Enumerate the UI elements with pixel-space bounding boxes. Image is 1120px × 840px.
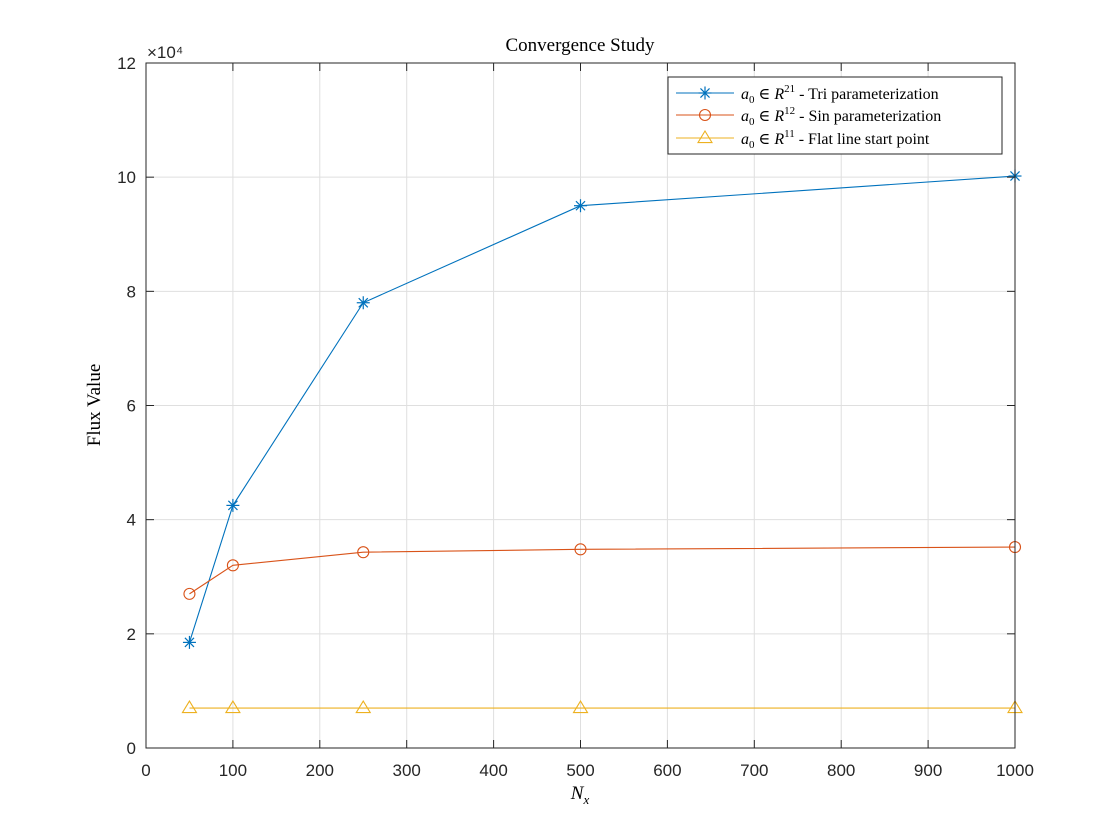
y-tick-label: 12 — [117, 54, 136, 73]
x-tick-label: 1000 — [996, 761, 1034, 780]
legend-symbol: a — [741, 86, 749, 103]
y-tick-label: 10 — [117, 168, 136, 187]
legend-set: R — [773, 131, 784, 148]
y-tick-label: 2 — [127, 625, 136, 644]
legend-superscript: 12 — [784, 105, 795, 117]
asterisk-stroke — [700, 88, 710, 98]
data-point — [356, 296, 370, 310]
ticks: 0 100 200 300 400 500 600 700 800 900 1000 0 2 4 6 8 10 1… — [117, 54, 1034, 780]
legend-superscript: 21 — [784, 83, 795, 95]
x-tick-label: 400 — [479, 761, 507, 780]
data-point — [181, 699, 198, 714]
legend-element-of: ∈ — [755, 86, 775, 103]
legend-label: a0 ∈ R21 - Tri parameterization — [741, 83, 939, 106]
y-axis-label: Flux Value — [84, 364, 105, 447]
legend-symbol: a — [741, 108, 749, 125]
legend-tail: - Flat line start point — [795, 131, 930, 148]
x-axis-label: Nx — [570, 783, 590, 807]
x-tick-label: 0 — [141, 761, 150, 780]
legend-tail: - Tri parameterization — [795, 86, 939, 103]
legend-box — [667, 76, 1003, 155]
series-line — [189, 546, 1016, 595]
legend-entry: a0 ∈ R21 - Tri parameterization — [676, 83, 939, 106]
y-tick-label: 0 — [127, 739, 136, 758]
data-point — [574, 543, 587, 556]
asterisk-stroke — [184, 637, 195, 648]
chart-title: Convergence Study — [506, 35, 655, 56]
x-tick-label: 200 — [306, 761, 334, 780]
data-point — [355, 699, 372, 714]
x-tick-label: 800 — [827, 761, 855, 780]
legend-entry: a0 ∈ R12 - Sin parameterization — [676, 105, 941, 128]
data-point — [182, 635, 196, 649]
circle-marker — [698, 108, 712, 122]
x-tick-label: 100 — [219, 761, 247, 780]
y-exponent-label: ×10⁴ — [147, 43, 183, 62]
asterisk-stroke — [227, 500, 238, 511]
y-tick-label: 8 — [127, 282, 136, 301]
legend-label: a0 ∈ R11 - Flat line start point — [741, 128, 930, 151]
legend-subscript: 0 — [749, 94, 755, 106]
asterisk-stroke — [358, 297, 369, 308]
asterisk-stroke — [575, 200, 586, 211]
legend-element-of: ∈ — [755, 131, 775, 148]
data-point — [224, 699, 241, 714]
y-tick-label: 4 — [127, 511, 136, 530]
legend-label: a0 ∈ R12 - Sin parameterization — [741, 105, 941, 128]
legend-subscript: 0 — [749, 139, 755, 151]
legend-tail: - Sin parameterization — [795, 108, 941, 125]
x-tick-label: 600 — [653, 761, 681, 780]
y-tick-label: 6 — [127, 397, 136, 416]
series-2 — [183, 541, 1022, 600]
legend-entry: a0 ∈ R11 - Flat line start point — [676, 128, 930, 151]
data-point — [572, 699, 589, 714]
x-tick-label: 500 — [566, 761, 594, 780]
legend-superscript: 11 — [784, 128, 795, 140]
legend-set: R — [773, 86, 784, 103]
data-point — [226, 559, 239, 572]
data-point — [183, 587, 196, 600]
legend-subscript: 0 — [749, 116, 755, 128]
legend-symbol: a — [741, 131, 749, 148]
legend-set: R — [773, 108, 784, 125]
data-point — [357, 546, 370, 559]
triangle-marker — [697, 129, 713, 144]
data-point — [574, 199, 587, 213]
x-tick-label: 900 — [914, 761, 942, 780]
asterisk-marker — [698, 86, 712, 100]
x-tick-label: 700 — [740, 761, 768, 780]
legend-element-of: ∈ — [755, 108, 775, 125]
grid — [146, 63, 1015, 748]
x-tick-label: 300 — [393, 761, 421, 780]
data-point — [226, 498, 240, 512]
